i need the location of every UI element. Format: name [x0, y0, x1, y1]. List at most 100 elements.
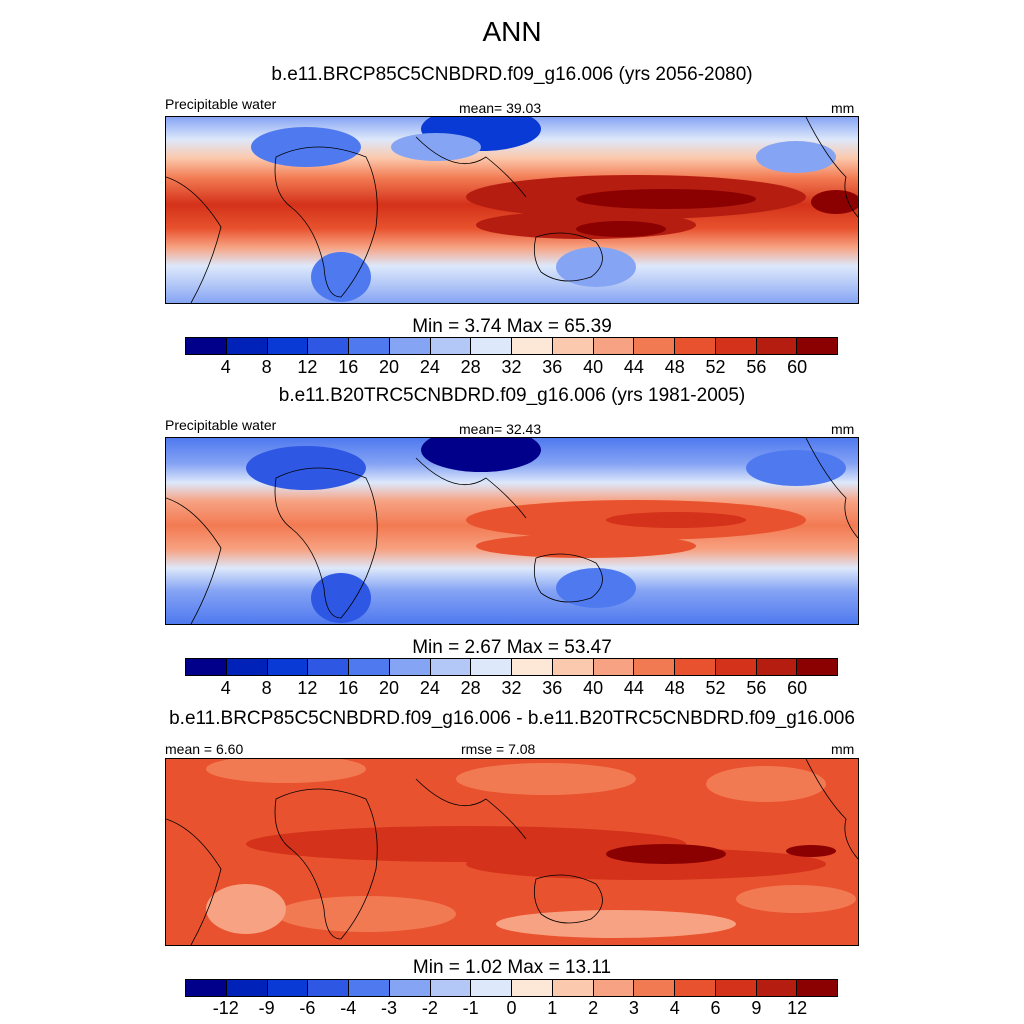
colorbar-tick-label: -4: [340, 998, 357, 1018]
colorbar-tick-label: 24: [419, 678, 440, 698]
colorbar-tick-label: 9: [751, 998, 762, 1018]
colorbar-tick-label: 12: [297, 357, 318, 377]
panel-3-mean-label: mean = 6.60: [165, 741, 244, 757]
panel-2-field: [166, 438, 858, 624]
panel-2-colorbar-ticks: 4 8 12 16 20 24 28 32 36 40 44 48 52 56 60: [185, 678, 838, 700]
colorbar-swatch: [593, 980, 635, 996]
colorbar-swatch: [471, 659, 512, 675]
colorbar-swatch: [634, 338, 675, 354]
colorbar-tick-label: 0: [506, 998, 517, 1018]
panel-3-title: b.e11.BRCP85C5CNBDRD.f09_g16.006 - b.e11…: [169, 708, 855, 729]
colorbar-swatch: [349, 338, 390, 354]
max-warming-region: [606, 844, 726, 864]
colorbar-tick-label: 4: [220, 678, 231, 698]
colorbar-tick-label: 32: [501, 357, 522, 377]
colorbar-swatch: [756, 338, 798, 354]
colorbar-swatch: [715, 659, 757, 675]
colorbar-swatch: [552, 659, 594, 675]
colorbar-swatch: [715, 980, 757, 996]
colorbar-swatch: [389, 980, 431, 996]
panel-1-title: b.e11.BRCP85C5CNBDRD.f09_g16.006 (yrs 20…: [271, 64, 753, 85]
panel-2-title: b.e11.B20TRC5CNBDRD.f09_g16.006 (yrs 198…: [278, 385, 746, 406]
panel-3-colorbar-ticks: -12 -9 -6 -4 -3 -2 -1 0 1 2 3 4 6 9 12: [185, 998, 838, 1020]
colorbar-tick-label: 36: [542, 357, 563, 377]
colorbar-tick-label: 4: [669, 998, 680, 1018]
colorbar-swatch: [267, 338, 309, 354]
colorbar-tick-label: 24: [419, 357, 440, 377]
colorbar-swatch: [267, 980, 309, 996]
colorbar-tick-label: -9: [258, 998, 275, 1018]
colorbar-tick-label: 8: [261, 357, 272, 377]
panel-1-map: [165, 116, 859, 304]
colorbar-tick-label: -2: [421, 998, 438, 1018]
colorbar-swatch: [797, 980, 837, 996]
colorbar-swatch: [267, 659, 309, 675]
colorbar-swatch: [430, 980, 472, 996]
panel-3-rmse-label: rmse = 7.08: [461, 741, 536, 757]
colorbar-swatch: [634, 659, 675, 675]
panel-1-colorbar: [185, 337, 838, 355]
colorbar-swatch: [186, 980, 227, 996]
colorbar-swatch: [389, 338, 431, 354]
panel-1-field: [166, 117, 858, 303]
colorbar-tick-label: 20: [379, 357, 400, 377]
panel-2-minmax: Min = 2.67 Max = 53.47: [412, 637, 612, 658]
colorbar-swatch: [308, 980, 349, 996]
colorbar-tick-label: 40: [583, 357, 604, 377]
colorbar-tick-label: 28: [460, 678, 481, 698]
colorbar-swatch: [512, 338, 553, 354]
panel-3-minmax: Min = 1.02 Max = 13.11: [412, 957, 612, 978]
panel-2-variable-label: Precipitable water: [165, 417, 277, 433]
colorbar-swatch: [797, 338, 837, 354]
colorbar-swatch: [512, 980, 553, 996]
colorbar-tick-label: 12: [297, 678, 318, 698]
colorbar-tick-label: 36: [542, 678, 563, 698]
panel-2-mean-label: mean= 32.43: [459, 421, 542, 437]
panel-3-units-label: mm: [831, 741, 855, 757]
colorbar-swatch: [593, 659, 635, 675]
panel-1-variable-label: Precipitable water: [165, 96, 277, 112]
panel-1-units-label: mm: [831, 100, 855, 116]
colorbar-tick-label: 32: [501, 678, 522, 698]
colorbar-swatch: [226, 659, 268, 675]
colorbar-tick-label: 40: [583, 678, 604, 698]
colorbar-tick-label: 44: [623, 678, 644, 698]
panel-3-colorbar: [185, 979, 838, 997]
colorbar-tick-label: 16: [338, 357, 359, 377]
colorbar-swatch: [675, 659, 716, 675]
colorbar-swatch: [675, 980, 716, 996]
colorbar-tick-label: 28: [460, 357, 481, 377]
colorbar-swatch: [349, 980, 390, 996]
colorbar-tick-label: 48: [664, 357, 685, 377]
colorbar-swatch: [186, 659, 227, 675]
colorbar-swatch: [430, 659, 472, 675]
coastlines: [166, 759, 858, 945]
colorbar-swatch: [186, 338, 227, 354]
colorbar-swatch: [349, 659, 390, 675]
colorbar-swatch: [308, 659, 349, 675]
colorbar-swatch: [593, 338, 635, 354]
colorbar-tick-label: -3: [381, 998, 398, 1018]
colorbar-swatch: [552, 338, 594, 354]
colorbar-tick-label: 6: [710, 998, 721, 1018]
colorbar-tick-label: -12: [212, 998, 239, 1018]
colorbar-swatch: [226, 338, 268, 354]
colorbar-swatch: [756, 659, 798, 675]
colorbar-tick-label: 3: [628, 998, 639, 1018]
panel-1-mean-label: mean= 39.03: [459, 100, 542, 116]
colorbar-tick-label: 16: [338, 678, 359, 698]
colorbar-tick-label: -6: [299, 998, 316, 1018]
colorbar-swatch: [715, 338, 757, 354]
colorbar-tick-label: 8: [261, 678, 272, 698]
colorbar-tick-label: 60: [787, 357, 808, 377]
colorbar-swatch: [471, 980, 512, 996]
colorbar-swatch: [756, 980, 798, 996]
colorbar-tick-label: 2: [588, 998, 599, 1018]
panel-2-map: [165, 437, 859, 625]
colorbar-swatch: [226, 980, 268, 996]
colorbar-swatch: [675, 338, 716, 354]
coastlines: [166, 438, 858, 624]
panel-1-minmax: Min = 3.74 Max = 65.39: [412, 316, 612, 337]
colorbar-swatch: [512, 659, 553, 675]
colorbar-swatch: [430, 338, 472, 354]
